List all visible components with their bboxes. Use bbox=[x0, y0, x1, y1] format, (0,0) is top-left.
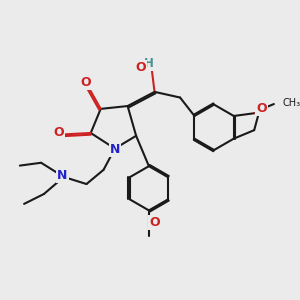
Text: N: N bbox=[110, 142, 120, 156]
Text: CH₃: CH₃ bbox=[282, 98, 300, 108]
Text: H: H bbox=[144, 57, 154, 70]
Text: O: O bbox=[53, 127, 64, 140]
Text: O: O bbox=[136, 61, 146, 74]
Text: O: O bbox=[80, 76, 91, 89]
Text: O: O bbox=[149, 216, 160, 229]
Text: O: O bbox=[256, 102, 267, 116]
Text: N: N bbox=[57, 169, 68, 182]
